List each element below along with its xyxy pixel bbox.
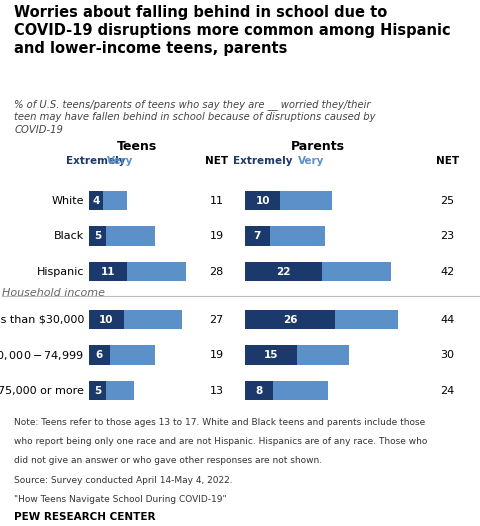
Bar <box>273 381 328 400</box>
Text: 42: 42 <box>439 267 454 277</box>
Text: "How Teens Navigate School During COVID-19": "How Teens Navigate School During COVID-… <box>14 495 227 504</box>
Text: Note: Teens refer to those ages 13 to 17. White and Black teens and parents incl: Note: Teens refer to those ages 13 to 17… <box>14 418 425 427</box>
Bar <box>279 191 331 210</box>
Bar <box>269 226 324 246</box>
Bar <box>89 310 123 329</box>
Text: 19: 19 <box>209 350 223 360</box>
Text: 6: 6 <box>96 350 103 360</box>
Text: 44: 44 <box>439 315 454 325</box>
Bar <box>109 346 155 365</box>
Bar <box>106 226 155 246</box>
Bar <box>106 381 134 400</box>
Text: Less than $30,000: Less than $30,000 <box>0 315 84 325</box>
Text: 19: 19 <box>209 231 223 241</box>
Text: NET: NET <box>204 156 228 166</box>
Bar <box>245 226 269 246</box>
Bar <box>127 262 186 281</box>
Bar <box>245 191 279 210</box>
Text: 11: 11 <box>101 267 115 277</box>
Bar <box>297 346 348 365</box>
Text: 23: 23 <box>439 231 454 241</box>
Text: 15: 15 <box>264 350 278 360</box>
Text: 10: 10 <box>99 315 113 325</box>
Text: 5: 5 <box>94 386 101 396</box>
Text: 11: 11 <box>209 196 223 206</box>
Text: Extremely: Extremely <box>66 156 125 166</box>
Bar <box>89 226 106 246</box>
Text: did not give an answer or who gave other responses are not shown.: did not give an answer or who gave other… <box>14 457 322 466</box>
Bar <box>89 346 109 365</box>
Bar <box>245 310 335 329</box>
Text: 27: 27 <box>209 315 223 325</box>
Bar <box>89 262 127 281</box>
Bar <box>123 310 182 329</box>
Text: Very: Very <box>107 156 132 166</box>
Text: $30,000-$74,999: $30,000-$74,999 <box>0 349 84 362</box>
Text: 25: 25 <box>439 196 454 206</box>
Text: Very: Very <box>297 156 323 166</box>
Text: Black: Black <box>54 231 84 241</box>
Text: 5: 5 <box>94 231 101 241</box>
Text: 4: 4 <box>92 196 99 206</box>
Bar <box>245 262 321 281</box>
Text: $75,000 or more: $75,000 or more <box>0 386 84 396</box>
Text: 26: 26 <box>283 315 297 325</box>
Text: 7: 7 <box>253 231 261 241</box>
Text: Worries about falling behind in school due to
COVID-19 disruptions more common a: Worries about falling behind in school d… <box>14 5 450 56</box>
Text: Extremely: Extremely <box>232 156 292 166</box>
Text: 10: 10 <box>255 196 269 206</box>
Text: Hispanic: Hispanic <box>36 267 84 277</box>
Text: Household income: Household income <box>2 288 105 298</box>
Text: 28: 28 <box>209 267 223 277</box>
Text: % of U.S. teens/parents of teens who say they are __ worried they/their
teen may: % of U.S. teens/parents of teens who say… <box>14 99 375 135</box>
Text: 13: 13 <box>209 386 223 396</box>
Bar <box>321 262 390 281</box>
Text: NET: NET <box>435 156 458 166</box>
Bar <box>245 381 273 400</box>
Text: 24: 24 <box>439 386 454 396</box>
Bar <box>335 310 397 329</box>
Text: 30: 30 <box>439 350 454 360</box>
Text: Parents: Parents <box>290 139 344 153</box>
Text: 22: 22 <box>276 267 290 277</box>
Text: 8: 8 <box>255 386 262 396</box>
Bar <box>245 346 297 365</box>
Bar <box>89 191 103 210</box>
Text: Source: Survey conducted April 14-May 4, 2022.: Source: Survey conducted April 14-May 4,… <box>14 476 233 485</box>
Text: who report being only one race and are not Hispanic. Hispanics are of any race. : who report being only one race and are n… <box>14 437 427 446</box>
Text: Teens: Teens <box>117 139 157 153</box>
Bar <box>103 191 127 210</box>
Bar <box>89 381 106 400</box>
Text: PEW RESEARCH CENTER: PEW RESEARCH CENTER <box>14 512 156 522</box>
Text: White: White <box>51 196 84 206</box>
